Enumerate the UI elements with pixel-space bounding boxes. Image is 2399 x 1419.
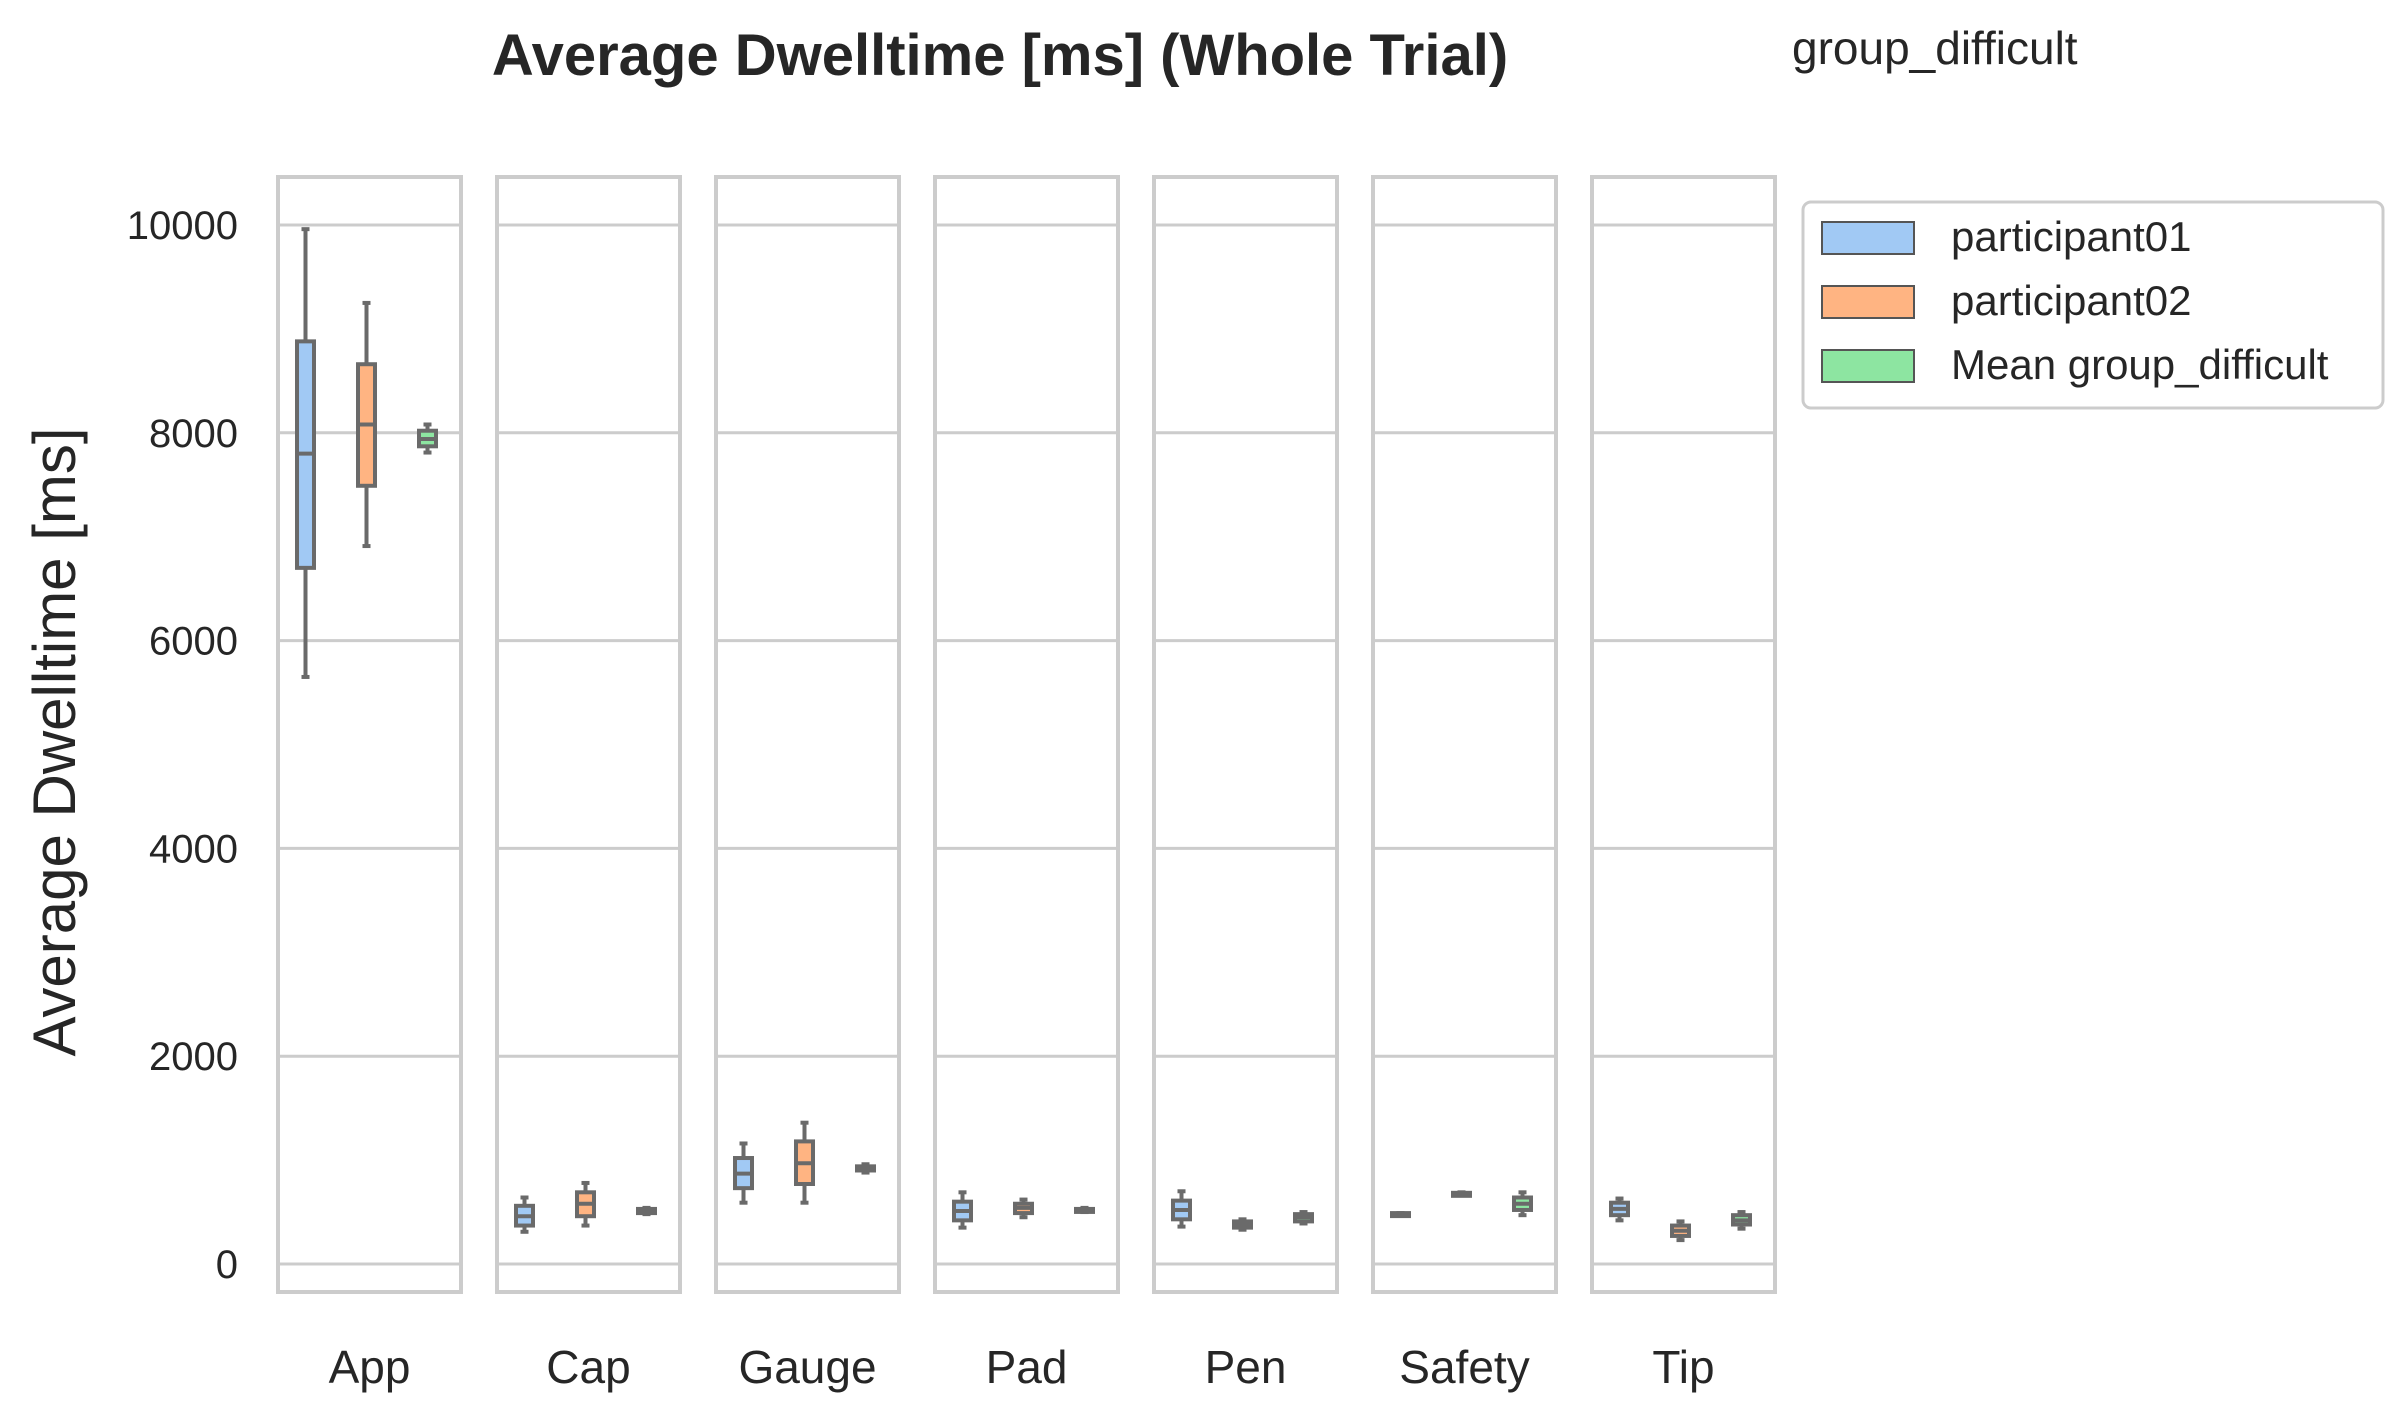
y-tick-label: 10000 bbox=[127, 204, 238, 248]
x-category-label: Pad bbox=[986, 1341, 1068, 1393]
panel-cap: Cap bbox=[495, 175, 682, 1393]
panel-frame bbox=[276, 175, 463, 1294]
y-tick-label: 6000 bbox=[149, 620, 238, 664]
panel-tip: Tip bbox=[1590, 175, 1777, 1393]
box-mean-group_difficult-tip bbox=[1731, 1210, 1752, 1231]
panel-frame bbox=[495, 175, 682, 1294]
box-participant02-pad bbox=[1013, 1197, 1034, 1220]
legend-swatch bbox=[1821, 285, 1915, 319]
panel-app: App bbox=[276, 175, 463, 1393]
panel-frame bbox=[1152, 175, 1339, 1294]
box-mean-group_difficult-gauge bbox=[855, 1162, 876, 1175]
x-category-label: App bbox=[329, 1341, 411, 1393]
y-tick-label: 2000 bbox=[149, 1035, 238, 1079]
x-category-label: Cap bbox=[546, 1341, 630, 1393]
chart-title: Average Dwelltime [ms] (Whole Trial) bbox=[492, 23, 1508, 88]
legend-entry-label: participant01 bbox=[1951, 213, 2192, 260]
box-participant02-pen bbox=[1232, 1217, 1253, 1232]
legend-entry-label: participant02 bbox=[1951, 277, 2192, 324]
boxes-layer bbox=[295, 227, 1752, 1243]
box-participant02-gauge bbox=[794, 1120, 815, 1205]
panel-pen: Pen bbox=[1152, 175, 1339, 1393]
box-mean-group_difficult-safety bbox=[1512, 1190, 1533, 1218]
box-participant01-tip bbox=[1609, 1196, 1630, 1223]
panel-gauge: Gauge bbox=[714, 175, 901, 1393]
x-category-label: Tip bbox=[1652, 1341, 1714, 1393]
box-participant01-app bbox=[295, 227, 316, 679]
box-mean-group_difficult-pad bbox=[1074, 1205, 1095, 1215]
panel-safety: Safety bbox=[1371, 175, 1558, 1393]
box-participant01-pen bbox=[1171, 1189, 1192, 1229]
box-participant01-cap bbox=[514, 1195, 535, 1234]
panel-pad: Pad bbox=[933, 175, 1120, 1393]
y-axis-label: Average Dwelltime [ms] bbox=[21, 427, 88, 1056]
panel-frame bbox=[933, 175, 1120, 1294]
x-category-label: Safety bbox=[1399, 1341, 1529, 1393]
box-participant02-safety bbox=[1451, 1190, 1472, 1198]
x-category-label: Pen bbox=[1205, 1341, 1287, 1393]
y-tick-label: 8000 bbox=[149, 412, 238, 456]
panel-frame bbox=[1590, 175, 1777, 1294]
legend: participant01 participant02 Mean group_dif… bbox=[1801, 200, 2385, 410]
box-participant02-tip bbox=[1670, 1219, 1691, 1243]
panel-frame bbox=[714, 175, 901, 1294]
legend-frame bbox=[1801, 200, 2385, 410]
group-label: group_difficult bbox=[1792, 22, 2078, 74]
legend-swatch bbox=[1821, 349, 1915, 383]
legend-swatch bbox=[1821, 221, 1915, 255]
box-participant01-safety bbox=[1390, 1211, 1411, 1219]
x-category-label: Gauge bbox=[738, 1341, 876, 1393]
box-participant02-app bbox=[356, 300, 377, 549]
box-mean-group_difficult-cap bbox=[636, 1205, 657, 1217]
box-mean-group_difficult-pen bbox=[1293, 1210, 1314, 1226]
panel-frame bbox=[1371, 175, 1558, 1294]
box-participant01-gauge bbox=[733, 1141, 754, 1205]
box-participant01-pad bbox=[952, 1190, 973, 1230]
legend-entry-label: Mean group_difficult bbox=[1951, 341, 2329, 388]
box-mean-group_difficult-app bbox=[417, 422, 438, 455]
axes-layer: 0 2000 4000 6000 8000 10000 App Cap Gauge Pad Pen S… bbox=[127, 175, 1777, 1393]
y-tick-label: 0 bbox=[216, 1243, 238, 1287]
y-tick-label: 4000 bbox=[149, 827, 238, 871]
box-participant02-cap bbox=[575, 1180, 596, 1228]
